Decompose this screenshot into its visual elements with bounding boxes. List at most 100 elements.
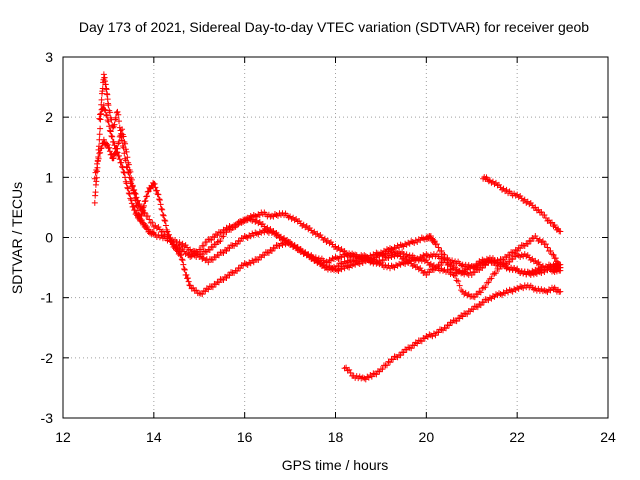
data-point	[400, 349, 407, 356]
data-point	[181, 266, 188, 273]
data-point	[101, 106, 108, 113]
data-point	[97, 145, 104, 152]
data-point	[97, 111, 104, 118]
data-point	[452, 272, 459, 279]
data-point	[161, 217, 168, 224]
data-point	[94, 158, 101, 165]
data-point	[271, 245, 278, 252]
data-point	[209, 284, 216, 291]
data-point	[383, 362, 390, 369]
data-point	[205, 259, 212, 266]
data-point	[178, 251, 185, 258]
data-point	[144, 193, 151, 200]
data-point	[294, 244, 301, 251]
data-point	[521, 196, 528, 203]
data-point	[183, 271, 190, 278]
data-point	[131, 189, 138, 196]
data-point	[178, 256, 185, 263]
data-point	[154, 191, 161, 198]
data-point	[109, 155, 116, 162]
data-point	[474, 304, 481, 311]
data-point	[477, 302, 484, 309]
data-point	[368, 373, 375, 380]
data-point	[477, 289, 484, 296]
data-point	[114, 149, 121, 156]
data-point	[223, 275, 230, 282]
data-point	[464, 311, 471, 318]
data-point	[96, 131, 103, 138]
data-point	[539, 238, 546, 245]
data-point	[102, 107, 109, 114]
data-point	[130, 203, 137, 210]
data-point	[97, 110, 104, 117]
data-point	[158, 205, 165, 212]
data-point	[408, 345, 415, 352]
data-point	[113, 148, 120, 155]
x-axis-label: GPS time / hours	[282, 457, 389, 473]
data-point	[156, 196, 163, 203]
data-point	[226, 245, 233, 252]
data-point	[435, 329, 442, 336]
data-point	[234, 268, 241, 275]
y-axis-label: SDTVAR / TECUs	[9, 182, 25, 294]
data-point	[125, 185, 132, 192]
data-point	[544, 244, 551, 251]
data-point	[116, 156, 123, 163]
data-point	[215, 252, 222, 259]
data-point	[91, 199, 98, 206]
data-point	[123, 148, 130, 155]
data-point	[156, 196, 163, 203]
data-point	[397, 352, 404, 359]
data-point	[499, 263, 506, 270]
y-tick-label: 3	[45, 49, 53, 65]
data-point	[430, 262, 437, 269]
data-point	[106, 109, 113, 116]
data-point	[114, 108, 121, 115]
data-point	[423, 272, 430, 279]
data-point	[98, 96, 105, 103]
data-point	[492, 270, 499, 277]
data-point	[557, 261, 564, 268]
y-tick-label: 2	[45, 109, 53, 125]
data-point	[110, 155, 117, 161]
data-point	[127, 168, 134, 175]
data-point	[184, 275, 191, 282]
data-point	[157, 201, 164, 208]
y-tick-label: -2	[41, 350, 54, 366]
data-point	[197, 246, 204, 253]
data-point	[160, 212, 167, 219]
data-point	[456, 282, 463, 289]
data-point	[539, 262, 546, 269]
data-point	[124, 154, 131, 161]
data-point	[426, 269, 433, 276]
data-point	[125, 190, 132, 197]
data-point	[206, 246, 213, 253]
data-point	[261, 252, 268, 259]
data-point	[208, 236, 215, 243]
data-point	[209, 244, 216, 251]
data-point	[220, 233, 227, 240]
data-point	[106, 127, 113, 134]
data-point	[108, 151, 115, 158]
data-point	[98, 144, 105, 151]
data-point	[132, 197, 139, 204]
data-point	[103, 112, 110, 119]
chart-title: Day 173 of 2021, Sidereal Day-to-day VTE…	[79, 19, 589, 35]
data-point	[140, 202, 147, 209]
data-point	[129, 182, 136, 189]
data-point	[550, 251, 557, 258]
x-tick-label: 14	[146, 429, 162, 445]
data-point	[97, 116, 104, 123]
data-point	[552, 255, 559, 262]
data-point	[112, 145, 119, 152]
data-point	[108, 132, 115, 139]
x-tick-label: 18	[328, 429, 344, 445]
data-point	[390, 356, 397, 363]
data-point	[122, 146, 129, 153]
data-point	[190, 251, 197, 258]
data-point	[446, 322, 453, 329]
data-point	[211, 234, 218, 241]
data-point	[220, 277, 227, 284]
data-point	[179, 257, 186, 264]
data-point	[97, 149, 104, 156]
